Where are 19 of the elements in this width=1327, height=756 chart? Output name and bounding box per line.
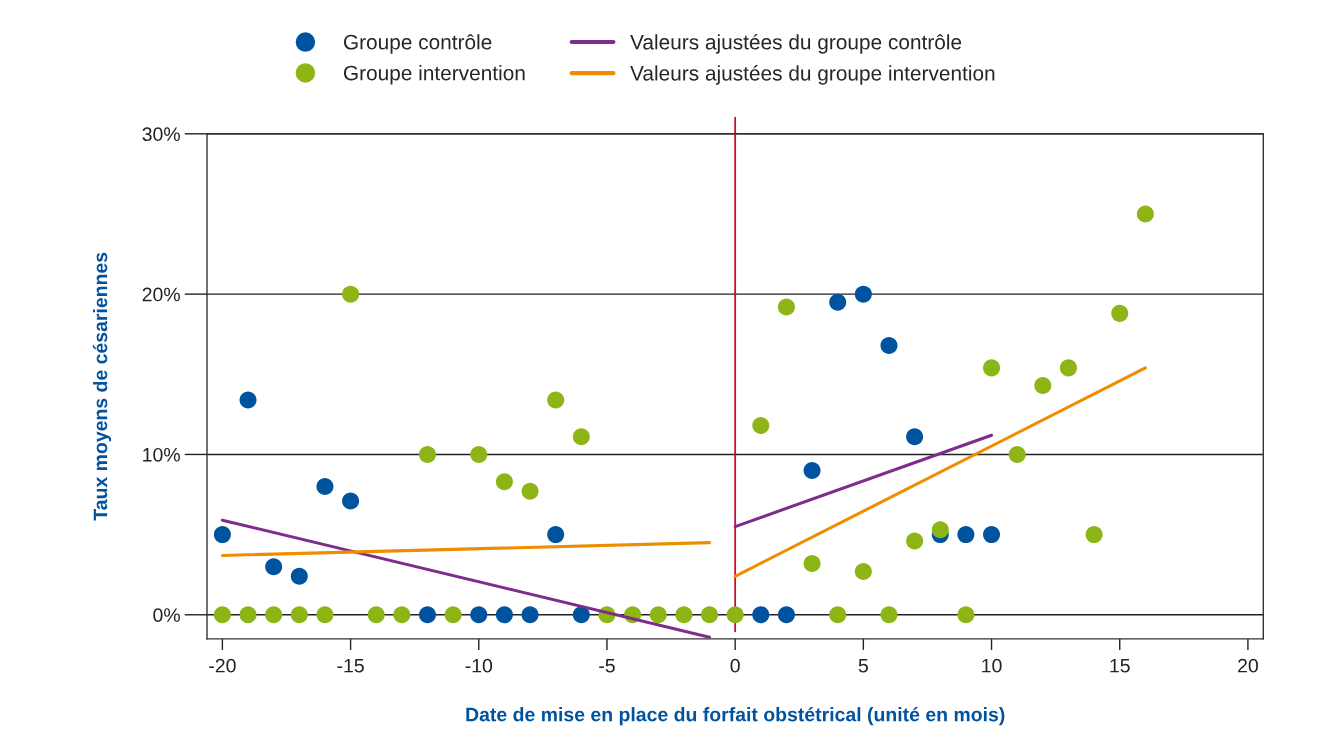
y-tick-label: 20%: [142, 287, 180, 302]
legend-label: Groupe intervention: [343, 65, 525, 85]
y-tick-label: 10%: [143, 447, 180, 462]
x-tick-label: -20: [209, 658, 236, 673]
y-tick-label: 30%: [142, 127, 180, 142]
x-tick-label: 10: [982, 658, 1002, 673]
legend-label: Groupe contrôle: [343, 34, 492, 54]
x-tick-label: -10: [465, 658, 493, 673]
x-tick-label: -15: [337, 658, 364, 673]
y-tick-label: 0%: [153, 608, 180, 623]
x-tick-label: 5: [858, 658, 868, 673]
x-axis-title: Date de mise en place du forfait obstétrical (unité en mois): [466, 706, 1005, 726]
y-axis-title: Taux moyens de césariennes: [92, 252, 112, 521]
legend-label: Valeurs ajustées du groupe contrôle: [630, 33, 962, 54]
legend-label: Valeurs ajustées du groupe intervention: [630, 65, 995, 85]
x-tick-label: 0: [730, 658, 740, 673]
x-tick-label: 15: [1110, 658, 1130, 673]
x-tick-label: 20: [1238, 658, 1258, 673]
x-tick-label: -5: [599, 658, 615, 673]
